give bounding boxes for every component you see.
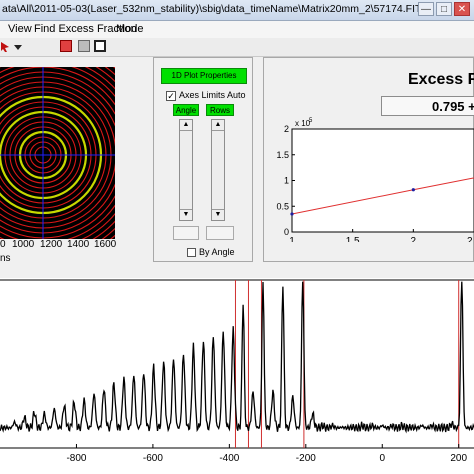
- profile-xtick-label: 0: [379, 453, 385, 464]
- stop-icon[interactable]: [60, 40, 72, 52]
- profile-chart[interactable]: -800 -600 -400 -200 0 200: [0, 278, 474, 474]
- fit-xtick-label: 1: [289, 236, 295, 242]
- tile-icon[interactable]: [94, 40, 106, 52]
- fit-xtick-label: 1.5: [346, 236, 360, 242]
- angle-value-field[interactable]: [173, 226, 199, 240]
- fit-ytick-label: 1.5: [276, 150, 289, 160]
- title-bar: ata\All\2011-05-03(Laser_532nm_stability…: [0, 0, 474, 21]
- plot-properties-button[interactable]: 1D Plot Properties: [161, 68, 247, 84]
- angle-slider[interactable]: ▲ ▼: [179, 119, 193, 221]
- dropdown-arrow-icon[interactable]: [12, 40, 24, 52]
- window-title: ata\All\2011-05-03(Laser_532nm_stability…: [2, 3, 422, 15]
- fit-ytick-label: 0.5: [276, 201, 289, 211]
- fit-ytick-label: 1: [284, 176, 289, 186]
- fit-plot-area: [291, 128, 474, 233]
- fit-exponent-power: 5: [309, 118, 313, 124]
- angle-slider-down-arrow-icon[interactable]: ▼: [180, 209, 192, 220]
- close-button[interactable]: ✕: [454, 2, 470, 16]
- by-angle-label: By Angle: [199, 247, 235, 257]
- menu-mode[interactable]: Mode: [116, 23, 144, 35]
- fit-point: [290, 212, 294, 216]
- fit-ytick-label: 2: [284, 124, 289, 134]
- by-angle-checkbox[interactable]: [187, 248, 196, 257]
- menu-view[interactable]: View: [8, 23, 32, 35]
- fit-ytick-label: 0: [284, 227, 289, 237]
- toolbar: [0, 38, 474, 57]
- plot-properties-panel: 1D Plot Properties ✓ Axes Limits Auto An…: [153, 57, 253, 262]
- menu-find-excess-fraction[interactable]: Find Excess Fraction: [34, 23, 137, 35]
- image-xaxis: 0 1000 1200 1400 1600: [0, 239, 120, 253]
- pointer-icon[interactable]: [0, 40, 12, 52]
- image-xtick: 1600: [94, 239, 117, 250]
- axes-auto-label: Axes Limits Auto: [179, 90, 246, 100]
- figure-top-area: 0 1000 1200 1400 1600 ns 1D Plot Propert…: [0, 6, 474, 304]
- profile-xtick-label: -600: [143, 453, 163, 464]
- fit-xtick-label: 2.5: [467, 236, 474, 242]
- image-xtick-partial: 0: [0, 239, 6, 250]
- interferogram-image[interactable]: [0, 6, 192, 304]
- rows-slider-down-arrow-icon[interactable]: ▼: [212, 209, 224, 220]
- angle-button[interactable]: Angle: [173, 104, 199, 116]
- image-xtick: 1000: [12, 239, 35, 250]
- excess-value-box: 0.795 +: [381, 96, 474, 116]
- rows-button[interactable]: Rows: [206, 104, 234, 116]
- interferogram-rings: [0, 6, 192, 304]
- fit-point: [411, 188, 415, 192]
- maximize-button[interactable]: □: [436, 2, 452, 16]
- angle-slider-up-arrow-icon[interactable]: ▲: [180, 120, 192, 131]
- image-xtick: 1400: [67, 239, 90, 250]
- rows-value-field[interactable]: [206, 226, 234, 240]
- image-xlabel-partial: ns: [0, 253, 11, 264]
- excess-title: Excess F: [408, 71, 474, 88]
- profile-xtick-label: -200: [296, 453, 316, 464]
- fit-xtick-label: 2: [411, 236, 417, 242]
- profile-xtick-label: -800: [66, 453, 86, 464]
- menu-bar: View Find Excess Fraction Mode: [0, 21, 474, 39]
- profile-xtick-label: -400: [219, 453, 239, 464]
- profile-line: [0, 281, 474, 434]
- rows-slider[interactable]: ▲ ▼: [211, 119, 225, 221]
- pointer-icon-graphic: [1, 42, 9, 52]
- minimize-button[interactable]: —: [418, 2, 434, 16]
- rows-slider-up-arrow-icon[interactable]: ▲: [212, 120, 224, 131]
- axes-auto-checkbox[interactable]: ✓: [166, 91, 176, 101]
- image-xtick: 1200: [40, 239, 63, 250]
- profile-xtick-label: 200: [450, 453, 467, 464]
- excess-value: 0.795 +: [432, 99, 474, 114]
- fit-exponent-label: x 10: [295, 119, 311, 128]
- fit-chart[interactable]: 1 1.5 2 2.5 0 0.5 1 1.5 2 x 105: [275, 117, 474, 242]
- dropdown-arrow-graphic: [14, 45, 22, 50]
- window-icon[interactable]: [78, 40, 90, 52]
